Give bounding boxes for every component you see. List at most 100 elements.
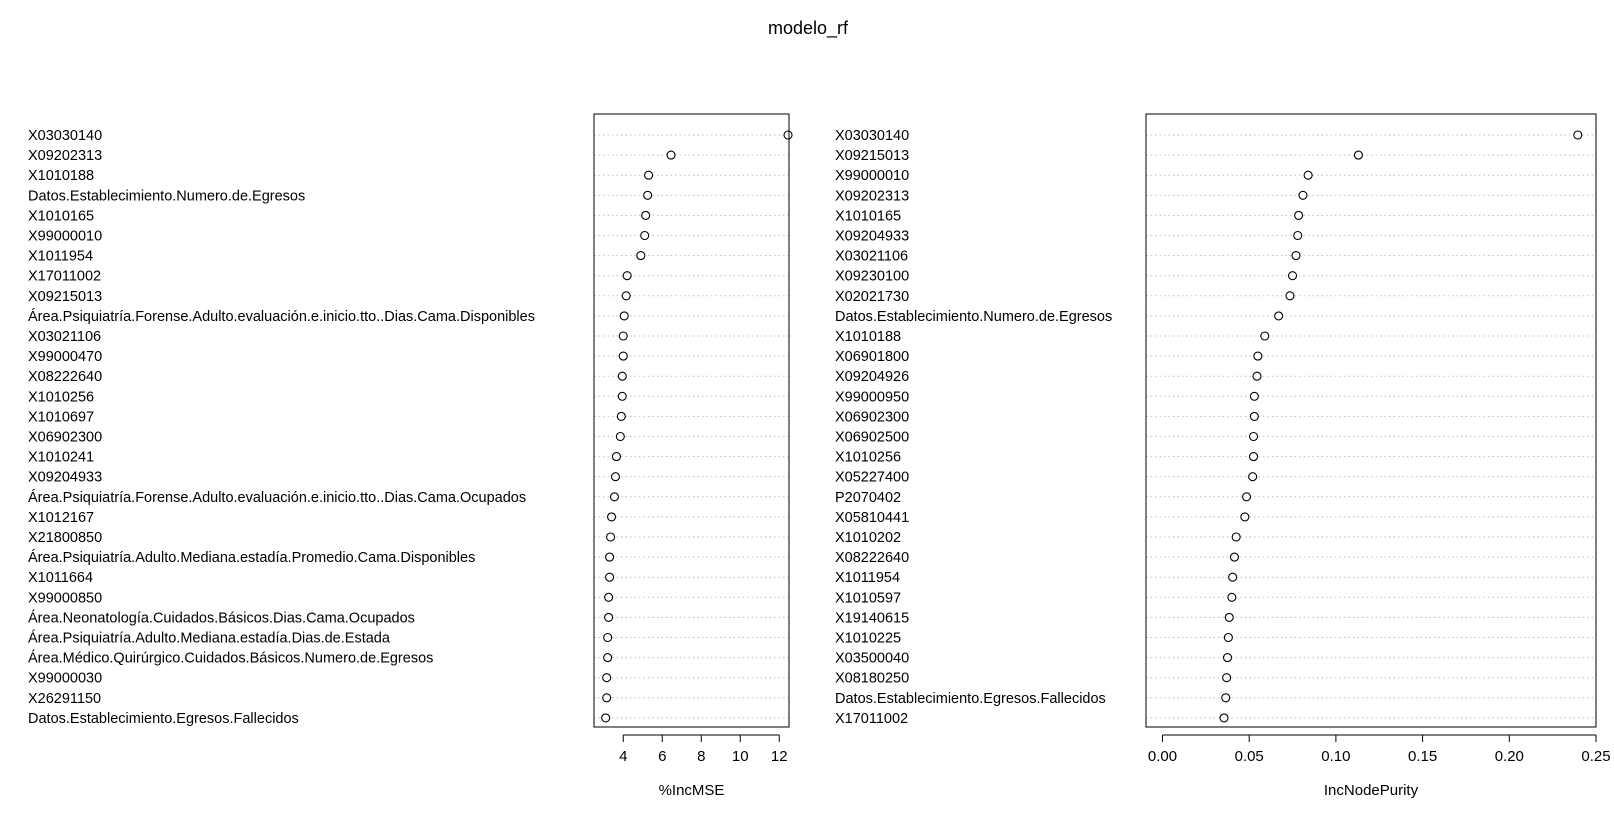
category-label: X1010202 bbox=[835, 530, 901, 546]
data-point bbox=[606, 512, 617, 522]
category-label: X03021106 bbox=[835, 249, 908, 265]
data-point bbox=[1291, 251, 1301, 261]
data-point bbox=[1298, 190, 1308, 200]
category-label: Datos.Establecimiento.Numero.de.Egresos bbox=[28, 188, 305, 204]
data-point bbox=[617, 371, 627, 381]
category-label: X09204933 bbox=[28, 470, 102, 486]
x-tick-label: 0.20 bbox=[1495, 748, 1524, 765]
category-label: X06902500 bbox=[835, 430, 909, 446]
category-label: X17011002 bbox=[835, 711, 908, 727]
category-label: X03030140 bbox=[835, 128, 909, 144]
x-tick-label: 0.00 bbox=[1148, 748, 1177, 765]
data-point bbox=[1222, 653, 1233, 663]
category-label: Área.Médico.Quirúrgico.Cuidados.Básicos.… bbox=[28, 650, 433, 667]
x-tick-label: 4 bbox=[619, 748, 627, 765]
data-point bbox=[602, 693, 612, 703]
category-label: Área.Psiquiatría.Adulto.Mediana.estadía.… bbox=[28, 630, 391, 647]
data-point bbox=[615, 431, 625, 442]
category-label: X06902300 bbox=[835, 409, 909, 425]
data-point bbox=[618, 331, 628, 341]
data-point bbox=[1353, 150, 1363, 160]
data-point bbox=[1222, 673, 1232, 683]
category-label: X1010256 bbox=[835, 450, 901, 466]
data-point bbox=[640, 230, 650, 241]
data-point bbox=[1285, 291, 1295, 301]
x-tick-label: 0.05 bbox=[1235, 748, 1264, 765]
data-point bbox=[1242, 492, 1252, 502]
data-point bbox=[1248, 472, 1258, 482]
data-point bbox=[622, 271, 632, 281]
data-point bbox=[1221, 693, 1231, 703]
category-label: X99000010 bbox=[28, 229, 102, 245]
category-label: Datos.Establecimiento.Numero.de.Egresos bbox=[835, 309, 1112, 325]
category-label: X1010241 bbox=[28, 450, 94, 466]
category-label: X21800850 bbox=[28, 530, 102, 546]
data-point bbox=[1240, 512, 1250, 522]
data-point bbox=[1223, 632, 1233, 643]
category-label: X17011002 bbox=[28, 269, 101, 285]
category-label: X08222640 bbox=[835, 550, 909, 566]
data-point bbox=[611, 452, 621, 462]
category-label: X09202313 bbox=[835, 188, 909, 204]
data-point bbox=[1224, 612, 1234, 622]
data-point bbox=[1227, 592, 1237, 602]
category-label: X1010697 bbox=[28, 409, 94, 425]
data-point bbox=[1294, 210, 1304, 220]
category-label: X03021106 bbox=[28, 329, 101, 345]
data-point bbox=[1248, 452, 1259, 462]
data-point bbox=[1252, 371, 1262, 381]
data-point bbox=[618, 351, 628, 361]
panel-inc-mse: X03030140 X09202313 X1010188 Datos.Establec… bbox=[28, 113, 793, 799]
x-tick-label: 0.25 bbox=[1581, 748, 1610, 765]
data-point bbox=[604, 612, 614, 622]
data-point bbox=[1249, 411, 1259, 421]
data-point bbox=[644, 170, 654, 180]
data-point bbox=[641, 210, 651, 220]
category-label: X09202313 bbox=[28, 148, 102, 164]
plot-frame bbox=[1145, 113, 1597, 728]
category-label: X1011664 bbox=[28, 570, 93, 586]
x-axis-label: IncNodePurity bbox=[1324, 782, 1419, 799]
category-label: X99000030 bbox=[28, 671, 102, 687]
data-point bbox=[1219, 713, 1229, 723]
data-point bbox=[1248, 431, 1259, 442]
category-label: X09204926 bbox=[835, 369, 909, 385]
category-label: X99000470 bbox=[28, 349, 102, 365]
x-tick-label: 12 bbox=[771, 748, 788, 765]
category-label: Área.Psiquiatría.Forense.Adulto.evaluaci… bbox=[28, 489, 526, 506]
category-label: Área.Neonatología.Cuidados.Básicos.Dias.… bbox=[28, 609, 415, 626]
category-label: X26291150 bbox=[28, 691, 101, 707]
category-label: X99000850 bbox=[28, 590, 102, 606]
data-point bbox=[619, 311, 629, 321]
category-label: X09204933 bbox=[835, 229, 909, 245]
plot-frame bbox=[593, 113, 790, 728]
category-label: X1010165 bbox=[835, 208, 901, 224]
data-point bbox=[1229, 552, 1239, 562]
category-label: X06901800 bbox=[835, 349, 909, 365]
category-label: X99000950 bbox=[835, 389, 909, 405]
category-label: X1011954 bbox=[28, 249, 93, 265]
category-label: Área.Psiquiatría.Forense.Adulto.evaluaci… bbox=[28, 308, 535, 325]
data-point bbox=[1260, 331, 1270, 341]
data-point bbox=[606, 532, 616, 542]
x-tick-label: 8 bbox=[697, 748, 705, 765]
data-point bbox=[1228, 572, 1238, 582]
category-label: X06902300 bbox=[28, 430, 102, 446]
data-point bbox=[605, 552, 615, 562]
category-label: X08180250 bbox=[835, 671, 909, 687]
category-label: X08222640 bbox=[28, 369, 102, 385]
x-axis-label: %IncMSE bbox=[659, 782, 725, 799]
data-point bbox=[1274, 311, 1284, 321]
category-label: Datos.Establecimiento.Egresos.Fallecidos bbox=[28, 711, 299, 727]
data-point bbox=[783, 130, 793, 140]
category-label: Área.Psiquiatría.Adulto.Mediana.estadía.… bbox=[28, 549, 475, 566]
data-point bbox=[604, 592, 614, 602]
category-label: X1010256 bbox=[28, 389, 94, 405]
data-point bbox=[605, 572, 615, 582]
category-label: X09230100 bbox=[835, 269, 909, 285]
data-point bbox=[603, 653, 613, 663]
category-label: X1010188 bbox=[28, 168, 94, 184]
category-label: X02021730 bbox=[835, 289, 909, 305]
data-point bbox=[603, 632, 613, 643]
category-label: X1010225 bbox=[835, 631, 901, 647]
